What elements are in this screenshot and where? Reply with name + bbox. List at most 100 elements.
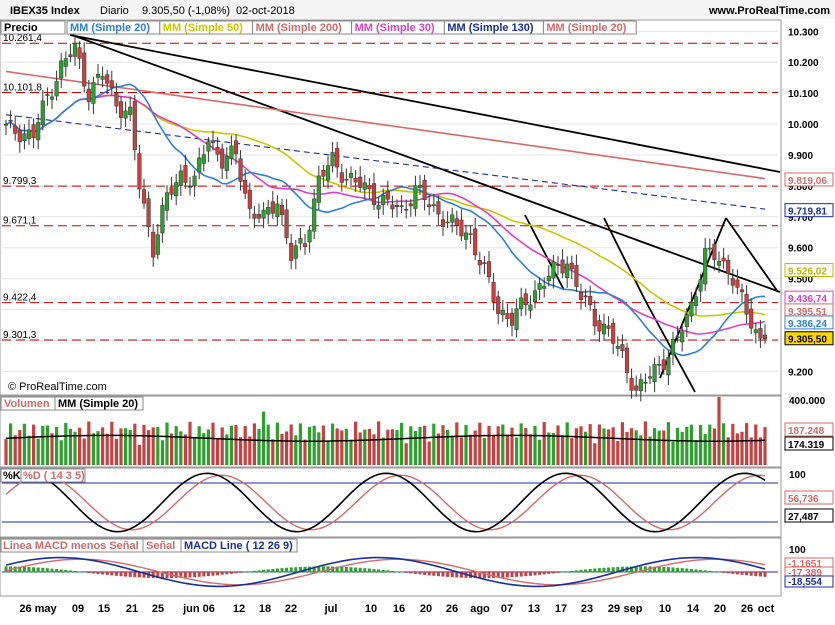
- volume-bar: [340, 430, 344, 465]
- macd-hist-bar: [588, 568, 592, 573]
- volume-bar: [561, 435, 565, 465]
- candle-body: [519, 297, 524, 310]
- macd-hist-bar: [179, 572, 183, 578]
- macd-hist-bar: [197, 572, 201, 577]
- volume-bar: [427, 441, 431, 465]
- candle-body: [118, 101, 124, 118]
- volume-bar: [289, 424, 293, 465]
- macd-hist-bar: [726, 572, 730, 574]
- macd-hist-bar: [13, 566, 17, 573]
- candle-body: [514, 308, 519, 330]
- candle-body: [128, 106, 133, 115]
- volume-bar: [533, 425, 537, 465]
- macd-hist-bar: [18, 566, 22, 573]
- price-tick: 9.700: [788, 213, 813, 224]
- candle-body: [417, 185, 423, 188]
- macd-hist-bar: [542, 572, 546, 575]
- macd-hist-bar: [395, 571, 399, 573]
- macd-hist-bar: [597, 568, 601, 573]
- macd-hist-bar: [321, 566, 325, 573]
- volume-bar: [657, 430, 661, 465]
- candle-body: [252, 213, 257, 219]
- macd-hist-bar: [427, 572, 431, 576]
- macd-hist-bar: [124, 572, 128, 577]
- candle-body: [316, 175, 321, 203]
- volume-bar: [151, 427, 155, 465]
- volume-bar: [358, 432, 362, 465]
- volume-bar: [170, 433, 174, 465]
- candle-body: [707, 247, 712, 250]
- candle-body: [146, 198, 151, 227]
- x-tick: 20: [420, 603, 432, 615]
- macd-hist-bar: [680, 568, 684, 573]
- volume-bar: [524, 427, 528, 465]
- macd-hist-bar: [216, 572, 220, 576]
- candle-body: [151, 231, 156, 258]
- candle-body: [132, 101, 137, 151]
- site-url[interactable]: www.ProRealTime.com: [708, 5, 830, 17]
- candle-body: [422, 179, 427, 200]
- volume-bar: [501, 424, 505, 465]
- volume-ma-label: MM (Simple 20): [58, 398, 138, 410]
- volume-bar: [708, 424, 712, 465]
- macd-hist-bar: [450, 572, 454, 578]
- volume-bar: [68, 428, 72, 465]
- candle-body: [137, 153, 142, 190]
- volume-bar: [193, 437, 197, 465]
- volume-bar: [538, 439, 542, 465]
- candle-body: [592, 308, 597, 327]
- volume-bar: [436, 433, 440, 465]
- price-tick: 9.500: [788, 275, 813, 286]
- candle-body: [183, 165, 188, 183]
- macd-hist-bar: [699, 569, 703, 573]
- volume-bar: [496, 426, 500, 465]
- candle-body: [601, 323, 607, 335]
- candle-body: [482, 262, 487, 265]
- candle-body: [629, 377, 634, 391]
- macd-hist-bar: [285, 567, 289, 573]
- volume-bar: [50, 433, 54, 465]
- macd-hist-bar: [358, 567, 362, 573]
- candle-body: [666, 357, 671, 376]
- macd-hist-bar: [584, 569, 588, 573]
- macd-hist-bar: [372, 568, 376, 573]
- volume-bar: [312, 425, 316, 465]
- macd-hist-bar: [740, 572, 744, 575]
- price-badge: [784, 331, 834, 346]
- volume-bar: [183, 434, 187, 465]
- x-tick: ago: [470, 603, 490, 615]
- macd-hist-bar: [105, 572, 109, 575]
- candle-body: [597, 320, 602, 332]
- macd-hist-bar: [280, 568, 284, 573]
- candle-body: [647, 376, 653, 379]
- candle-body: [431, 204, 436, 206]
- candle-body: [40, 100, 45, 126]
- legend-item: MM (Simple 200): [256, 22, 343, 34]
- candle-body: [542, 285, 547, 289]
- volume-bar: [105, 433, 109, 465]
- candle-body: [289, 242, 294, 261]
- volume-bar: [27, 435, 31, 465]
- macd-hist-bar: [64, 569, 68, 573]
- candle-body: [367, 185, 372, 190]
- x-tick: 10: [365, 603, 377, 615]
- candle-body: [661, 359, 666, 370]
- volume-bar: [680, 431, 684, 465]
- macd-signal-label: Señal: [146, 540, 175, 552]
- macd-signal-line: [5, 558, 766, 586]
- volume-bar: [124, 428, 128, 465]
- volume-bar: [584, 431, 588, 465]
- volume-bar: [303, 439, 307, 465]
- candle-body: [238, 158, 243, 182]
- macd-hist-bar: [174, 572, 178, 578]
- macd-hist-bar: [45, 568, 49, 573]
- candle-body: [49, 96, 55, 100]
- macd-hist-bar: [367, 568, 371, 573]
- macd-badge: [784, 575, 834, 588]
- macd-hist-bar: [27, 566, 31, 573]
- volume-bar: [4, 439, 8, 465]
- volume-bar: [13, 435, 17, 465]
- volume-bar: [179, 431, 183, 465]
- volume-bar: [73, 431, 77, 465]
